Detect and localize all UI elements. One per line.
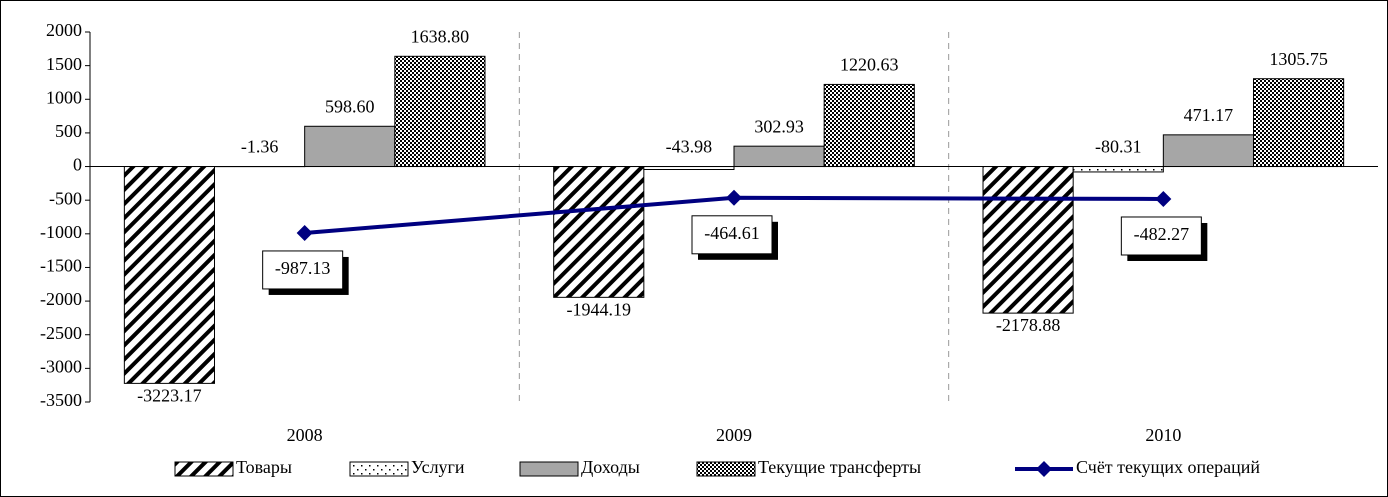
marker — [726, 189, 742, 206]
bar — [1072, 166, 1164, 173]
label-box — [1120, 216, 1202, 256]
label-box — [691, 215, 773, 255]
value-label: 598.60 — [325, 96, 375, 116]
y-tick-label: -3000 — [40, 356, 82, 376]
label-box — [262, 250, 344, 290]
bar — [823, 83, 915, 168]
legend-swatch — [696, 461, 756, 477]
y-tick-label: -1500 — [40, 256, 82, 276]
y-tick-label: -1000 — [40, 222, 82, 242]
value-label: -80.31 — [1095, 137, 1142, 157]
y-tick-label: 1500 — [46, 54, 82, 74]
value-label: 1638.80 — [411, 26, 470, 46]
legend-label: Текущие трансферты — [758, 457, 921, 477]
bar — [553, 166, 645, 298]
y-tick-label: 2000 — [46, 20, 82, 40]
value-label: 471.17 — [1184, 105, 1234, 125]
x-tick-label: 2009 — [716, 425, 752, 445]
marker — [296, 224, 313, 241]
bar — [123, 166, 216, 384]
bar — [1162, 134, 1254, 168]
value-label: -3223.17 — [137, 386, 202, 406]
y-tick-label: 500 — [55, 121, 82, 141]
value-label: 302.93 — [754, 116, 804, 136]
bar — [1252, 78, 1345, 168]
marker — [1155, 190, 1172, 207]
legend-label: Доходы — [581, 457, 640, 477]
y-tick-label: -500 — [49, 188, 82, 208]
y-tick-label: -2000 — [40, 289, 82, 309]
value-label: -1.36 — [241, 137, 279, 157]
legend-label: Товары — [236, 457, 292, 477]
value-label: -1944.19 — [567, 299, 632, 319]
bar — [304, 125, 396, 168]
value-label: 1305.75 — [1269, 49, 1328, 69]
value-label: -43.98 — [666, 137, 713, 157]
y-tick-label: 1000 — [46, 87, 82, 107]
y-tick-label: -2500 — [40, 323, 82, 343]
bar — [982, 166, 1074, 314]
x-tick-label: 2010 — [1145, 425, 1181, 445]
value-label: -2178.88 — [996, 315, 1061, 335]
legend-label: Счёт текущих операций — [1076, 457, 1260, 477]
legend-marker — [1036, 461, 1052, 477]
value-label: -987.13 — [275, 258, 331, 278]
value-label: 1220.63 — [840, 55, 899, 75]
legend-swatch — [519, 461, 579, 477]
bar — [733, 145, 825, 168]
legend-swatch — [174, 461, 234, 477]
legend-label: Услуги — [411, 457, 465, 477]
x-tick-label: 2008 — [287, 425, 323, 445]
value-label: -464.61 — [704, 223, 760, 243]
bar — [394, 55, 486, 168]
y-tick-label: 0 — [73, 155, 82, 175]
value-label: -482.27 — [1134, 224, 1190, 244]
legend-swatch — [349, 461, 409, 477]
y-tick-label: -3500 — [40, 390, 82, 410]
